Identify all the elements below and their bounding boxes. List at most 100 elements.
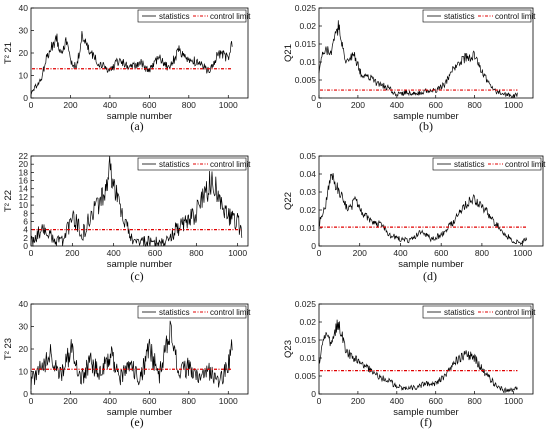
legend-box bbox=[432, 157, 542, 171]
y-tick-label: 0 bbox=[23, 241, 28, 251]
subplot-d: 0 200 400 600 800 1000 0 0.01 0.02 0.03 0.04 0.05 sa… bbox=[283, 151, 546, 283]
y-tick-label: 0 bbox=[311, 93, 316, 103]
x-tick-label: 1000 bbox=[228, 248, 247, 258]
x-tick-label: 600 bbox=[429, 100, 443, 110]
subplot-caption: (c) bbox=[130, 269, 143, 283]
legend-statistics-label: statistics bbox=[159, 160, 190, 169]
x-tick-label: 800 bbox=[182, 396, 196, 406]
plot-frame bbox=[318, 303, 534, 395]
legend-control-limit-label: control limit bbox=[210, 308, 251, 317]
y-tick-label: 0.04 bbox=[299, 169, 316, 179]
x-tick-label: 800 bbox=[475, 248, 489, 258]
x-tick-label: 0 bbox=[29, 100, 34, 110]
legend-box bbox=[422, 9, 532, 23]
y-tick-label: 0.05 bbox=[299, 151, 316, 161]
x-tick-label: 1000 bbox=[219, 396, 238, 406]
legend-control-limit-label: control limit bbox=[505, 160, 546, 169]
legend-box bbox=[422, 305, 532, 319]
x-axis-label: sample number bbox=[393, 407, 458, 418]
legend-box bbox=[137, 157, 247, 171]
subplot-b: 0 200 400 600 800 1000 0 0.005 0.01 0.015 0.02 0.02… bbox=[283, 3, 536, 133]
x-axis-label: sample number bbox=[107, 407, 172, 418]
x-tick-label: 600 bbox=[434, 248, 448, 258]
y-tick-label: 0.005 bbox=[295, 75, 317, 85]
y-tick-label: 0.025 bbox=[295, 3, 317, 13]
x-tick-label: 800 bbox=[189, 248, 203, 258]
subplot-e: 0 200 400 600 800 1000 0 10 20 30 40 sample number T… bbox=[3, 299, 251, 429]
y-tick-label: 0.02 bbox=[299, 317, 316, 327]
legend-statistics-label: statistics bbox=[159, 308, 190, 317]
y-tick-label: 4 bbox=[23, 225, 28, 235]
y-tick-label: 18 bbox=[19, 167, 29, 177]
x-tick-label: 200 bbox=[351, 100, 365, 110]
y-tick-label: 40 bbox=[19, 299, 29, 309]
x-tick-label: 1000 bbox=[219, 100, 238, 110]
y-axis-label: T² 21 bbox=[3, 42, 14, 64]
y-tick-label: 12 bbox=[19, 192, 29, 202]
x-axis-label: sample number bbox=[393, 111, 458, 122]
y-tick-label: 20 bbox=[19, 344, 29, 354]
y-axis-label: Q23 bbox=[283, 340, 294, 358]
subplot-a: 0 200 400 600 800 1000 0 10 20 30 40 sample number T… bbox=[3, 3, 251, 133]
y-tick-label: 0.025 bbox=[295, 299, 317, 309]
x-tick-label: 800 bbox=[468, 396, 482, 406]
legend-control-limit-label: control limit bbox=[495, 308, 536, 317]
legend-statistics-label: statistics bbox=[454, 160, 485, 169]
subplot-caption: (d) bbox=[423, 269, 437, 283]
y-tick-label: 0.02 bbox=[299, 205, 316, 215]
y-tick-label: 22 bbox=[19, 151, 29, 161]
legend-control-limit-label: control limit bbox=[210, 160, 251, 169]
x-axis-label: sample number bbox=[107, 259, 172, 270]
plot-frame bbox=[318, 7, 534, 99]
x-tick-label: 200 bbox=[63, 100, 77, 110]
legend-box bbox=[137, 9, 247, 23]
plot-frame bbox=[30, 155, 249, 247]
x-tick-label: 200 bbox=[65, 248, 79, 258]
y-tick-label: 0.01 bbox=[299, 57, 316, 67]
y-tick-label: 20 bbox=[19, 159, 29, 169]
y-tick-label: 0 bbox=[311, 389, 316, 399]
x-tick-label: 800 bbox=[182, 100, 196, 110]
x-tick-label: 800 bbox=[468, 100, 482, 110]
legend-statistics-label: statistics bbox=[159, 12, 190, 21]
y-tick-label: 10 bbox=[19, 71, 29, 81]
y-tick-label: 6 bbox=[23, 216, 28, 226]
x-tick-label: 400 bbox=[103, 396, 117, 406]
x-tick-label: 1000 bbox=[513, 248, 532, 258]
x-tick-label: 200 bbox=[63, 396, 77, 406]
x-tick-label: 200 bbox=[351, 396, 365, 406]
x-tick-label: 0 bbox=[29, 396, 34, 406]
statistics-line bbox=[318, 173, 528, 246]
y-tick-label: 2 bbox=[23, 233, 28, 243]
subplot-caption: (f) bbox=[420, 415, 432, 429]
plot-frame bbox=[318, 155, 544, 247]
legend-statistics-label: statistics bbox=[444, 308, 475, 317]
subplot-caption: (a) bbox=[130, 119, 143, 133]
y-tick-label: 30 bbox=[19, 322, 29, 332]
y-tick-label: 30 bbox=[19, 26, 29, 36]
y-axis-label: T² 22 bbox=[3, 190, 14, 212]
y-axis-label: T² 23 bbox=[3, 338, 14, 360]
statistics-line bbox=[30, 155, 243, 248]
x-tick-label: 600 bbox=[142, 396, 156, 406]
y-tick-label: 10 bbox=[19, 200, 29, 210]
x-axis-label: sample number bbox=[107, 111, 172, 122]
statistics-line bbox=[318, 20, 518, 98]
legend-box bbox=[137, 305, 247, 319]
y-tick-label: 8 bbox=[23, 208, 28, 218]
x-tick-label: 1000 bbox=[504, 396, 523, 406]
x-tick-label: 400 bbox=[390, 396, 404, 406]
x-tick-label: 600 bbox=[429, 396, 443, 406]
y-tick-label: 0.015 bbox=[295, 39, 317, 49]
y-tick-label: 0 bbox=[23, 93, 28, 103]
x-tick-label: 0 bbox=[317, 100, 322, 110]
x-tick-label: 400 bbox=[393, 248, 407, 258]
y-tick-label: 10 bbox=[19, 367, 29, 377]
x-axis-label: sample number bbox=[398, 259, 463, 270]
statistics-line bbox=[30, 31, 233, 96]
y-tick-label: 0.01 bbox=[299, 353, 316, 363]
y-tick-label: 40 bbox=[19, 3, 29, 13]
y-tick-label: 20 bbox=[19, 48, 29, 58]
